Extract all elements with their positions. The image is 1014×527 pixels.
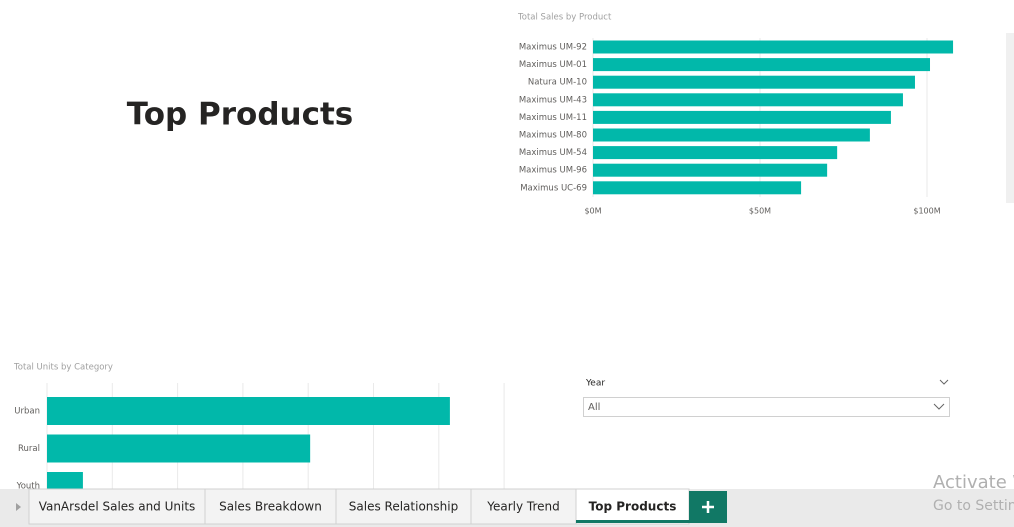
- y-tick-label: Maximus UM-80: [519, 131, 587, 141]
- tab-scroll[interactable]: [16, 503, 21, 511]
- bar: [47, 434, 311, 463]
- page-tab[interactable]: [335, 488, 472, 525]
- bar: [593, 58, 931, 72]
- x-tick-label: $50M: [749, 207, 771, 216]
- y-tick-label: Maximus UM-01: [519, 60, 587, 70]
- watermark-line: Activate W: [933, 472, 1014, 493]
- page-tab[interactable]: [28, 488, 206, 525]
- page-tab[interactable]: [470, 488, 577, 525]
- y-tick-label: Maximus UM-54: [519, 148, 587, 158]
- bar: [593, 110, 891, 124]
- chart-title: Total Sales by Product: [517, 13, 612, 23]
- slicer-collapse[interactable]: [939, 379, 949, 385]
- y-tick-label: Maximus UM-96: [519, 166, 587, 176]
- y-tick-label: Rural: [18, 444, 40, 454]
- bar: [593, 93, 903, 107]
- y-tick-label: Maximus UM-92: [519, 43, 587, 53]
- y-tick-label: Maximus UC-69: [520, 183, 587, 193]
- tab-label: Yearly Trend: [486, 500, 560, 514]
- x-tick-label: $0M: [584, 207, 601, 216]
- bar: [593, 40, 954, 54]
- page-tab[interactable]: [204, 488, 337, 525]
- y-tick-label: Urban: [14, 407, 40, 417]
- y-tick-label: Youth: [16, 482, 40, 492]
- slicer-value: All: [588, 402, 600, 413]
- slicer-label: Year: [585, 379, 605, 389]
- tab-label: Sales Breakdown: [219, 500, 322, 514]
- bar: [47, 397, 450, 425]
- watermark-line: Go to Settin: [933, 498, 1014, 514]
- page-title: Top Products: [127, 97, 354, 133]
- dropdown-arrow: [933, 403, 945, 410]
- plus-icon: [702, 501, 714, 513]
- charts: Total Sales by Product $0M $50M $100M Maximu…: [13, 13, 954, 492]
- chart-title: Total Units by Category: [13, 363, 113, 373]
- scrollbar[interactable]: [1006, 33, 1014, 203]
- tab-label: Top Products: [589, 500, 677, 514]
- bar: [47, 472, 83, 489]
- bar: [593, 146, 838, 160]
- tabs: VanArsdel Sales and Units Sales Breakdown…: [28, 488, 690, 525]
- bar: [593, 75, 915, 89]
- y-tick-label: Maximus UM-11: [519, 113, 587, 123]
- bar: [593, 163, 828, 177]
- y-tick-label: Maximus UM-43: [519, 95, 587, 105]
- page-tab[interactable]: [575, 488, 690, 525]
- tab-label: VanArsdel Sales and Units: [39, 500, 196, 514]
- bar: [593, 128, 870, 142]
- x-tick-label: $100M: [913, 207, 940, 216]
- active-tab-underline: [576, 520, 689, 523]
- y-tick-label: Natura UM-10: [528, 78, 587, 88]
- bar: [593, 181, 802, 195]
- slicer-dropdown[interactable]: [583, 397, 950, 417]
- tab-label: Sales Relationship: [349, 500, 458, 514]
